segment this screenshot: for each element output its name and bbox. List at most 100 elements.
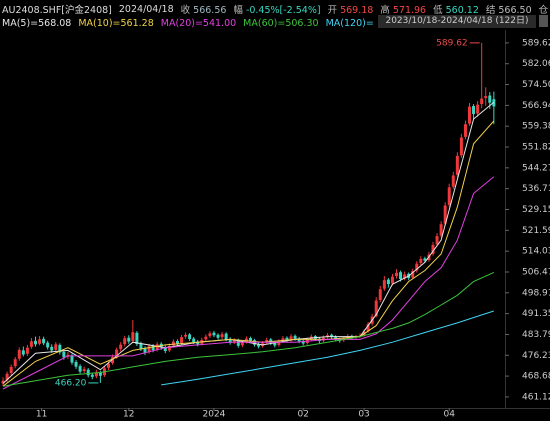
candle-body [1, 380, 5, 384]
candle-body [38, 339, 42, 344]
y-tick-label: 536.71 [522, 184, 550, 194]
field-label: 仓 [538, 5, 548, 16]
candle-body [301, 340, 305, 344]
candle-body [98, 372, 102, 376]
candle-body [378, 289, 382, 300]
ma-legend: MA(5)=568.08 MA(10)=561.28 MA(20)=541.00 MA… [2, 16, 374, 30]
candle-body [248, 338, 252, 341]
x-tick-label: 04 [444, 410, 456, 420]
candle-body [277, 341, 281, 345]
candle-body [155, 344, 159, 350]
candle-body [216, 334, 220, 338]
quote-field: 低 560.12 [433, 2, 479, 16]
candle-body [330, 334, 334, 338]
candle-body [82, 369, 86, 372]
ma-line [161, 310, 494, 386]
legend-entry: MA(60)=506.30 [243, 17, 319, 29]
candle-body [74, 361, 78, 367]
candle-body [107, 363, 111, 368]
field-label: 结 [485, 5, 496, 16]
candle-body [257, 344, 261, 347]
candle-body [94, 372, 98, 377]
candle-body [232, 340, 236, 343]
legend-entry: MA(10)=561.28 [78, 17, 154, 29]
candle-body [192, 338, 196, 343]
candle-body [180, 337, 184, 343]
candle-body [472, 106, 476, 115]
candle-body [17, 349, 21, 359]
annotation-label: 589.62 [436, 38, 468, 48]
y-tick-label: 544.27 [522, 163, 550, 173]
ma-line [2, 271, 495, 387]
candle-body [281, 338, 285, 342]
y-tick-label: 514.03 [522, 247, 550, 257]
candle-body [78, 366, 82, 372]
candle-body [244, 338, 248, 342]
ma-line [2, 120, 495, 387]
candle-body [9, 366, 13, 374]
x-tick-label: 02 [297, 410, 308, 420]
candle-body [115, 349, 119, 357]
candle-body [58, 344, 62, 353]
field-label: 低 [433, 5, 443, 16]
candle-body [374, 300, 378, 316]
candle-body [480, 98, 484, 105]
candle-body [70, 355, 74, 363]
candle-body [423, 258, 427, 261]
candle-body [119, 344, 123, 350]
annotation-label: 466.20 [55, 378, 87, 388]
candle-body [220, 334, 224, 338]
candle-body [163, 347, 167, 351]
candle-body [50, 346, 54, 351]
quote-field: 收 566.56 [181, 2, 227, 16]
candle-body [492, 99, 496, 107]
y-tick-label: 506.47 [522, 267, 550, 277]
candle-body [468, 106, 472, 124]
candle-body [151, 345, 155, 351]
x-tick-label: 2024 [203, 410, 226, 420]
field-value: 569.18 [340, 5, 374, 16]
y-tick-label: 461.12 [522, 392, 550, 402]
candle-body [382, 280, 386, 289]
candle-body [147, 346, 151, 353]
legend-entry: MA(20)=541.00 [160, 17, 237, 29]
legend-entry: MA(120)=492.29 [325, 17, 374, 29]
candle-body [139, 343, 143, 349]
candle-body [167, 346, 171, 351]
candle-body [285, 337, 289, 341]
y-tick-label: 521.59 [522, 226, 550, 236]
settings-icon[interactable] [539, 15, 548, 27]
field-value: 566.56 [193, 5, 227, 16]
candle-body [459, 137, 463, 156]
legend-entry: MA(5)=568.08 [2, 17, 72, 29]
candle-body [236, 339, 240, 346]
candle-body [334, 336, 338, 340]
candle-body [394, 272, 398, 277]
y-tick-label: 551.82 [522, 143, 550, 153]
candle-body [21, 350, 25, 355]
y-tick-label: 529.15 [522, 205, 550, 215]
candle-body [415, 263, 419, 271]
symbol: AU2408.SHF[沪金2408] [2, 5, 112, 16]
y-tick-label: 498.91 [522, 288, 550, 298]
candle-body [463, 124, 467, 137]
candle-body [240, 342, 244, 346]
candle-body [111, 357, 115, 364]
candle-body [33, 340, 37, 345]
ma-line [2, 176, 495, 390]
candle-body [127, 337, 131, 342]
candle-body [447, 187, 451, 205]
y-tick-label: 559.38 [522, 122, 550, 132]
candle-body [90, 374, 94, 377]
y-tick-label: 483.79 [522, 330, 550, 340]
field-label: 高 [380, 5, 390, 16]
x-tick-label: 11 [36, 410, 47, 420]
candle-body [25, 347, 29, 354]
candle-body [123, 338, 127, 345]
candle-body [431, 244, 435, 254]
field-value: 566.50 [498, 5, 532, 16]
ma-line [2, 101, 495, 384]
quote-field: 高 571.96 [380, 2, 426, 16]
y-tick-label: 491.35 [522, 309, 550, 319]
